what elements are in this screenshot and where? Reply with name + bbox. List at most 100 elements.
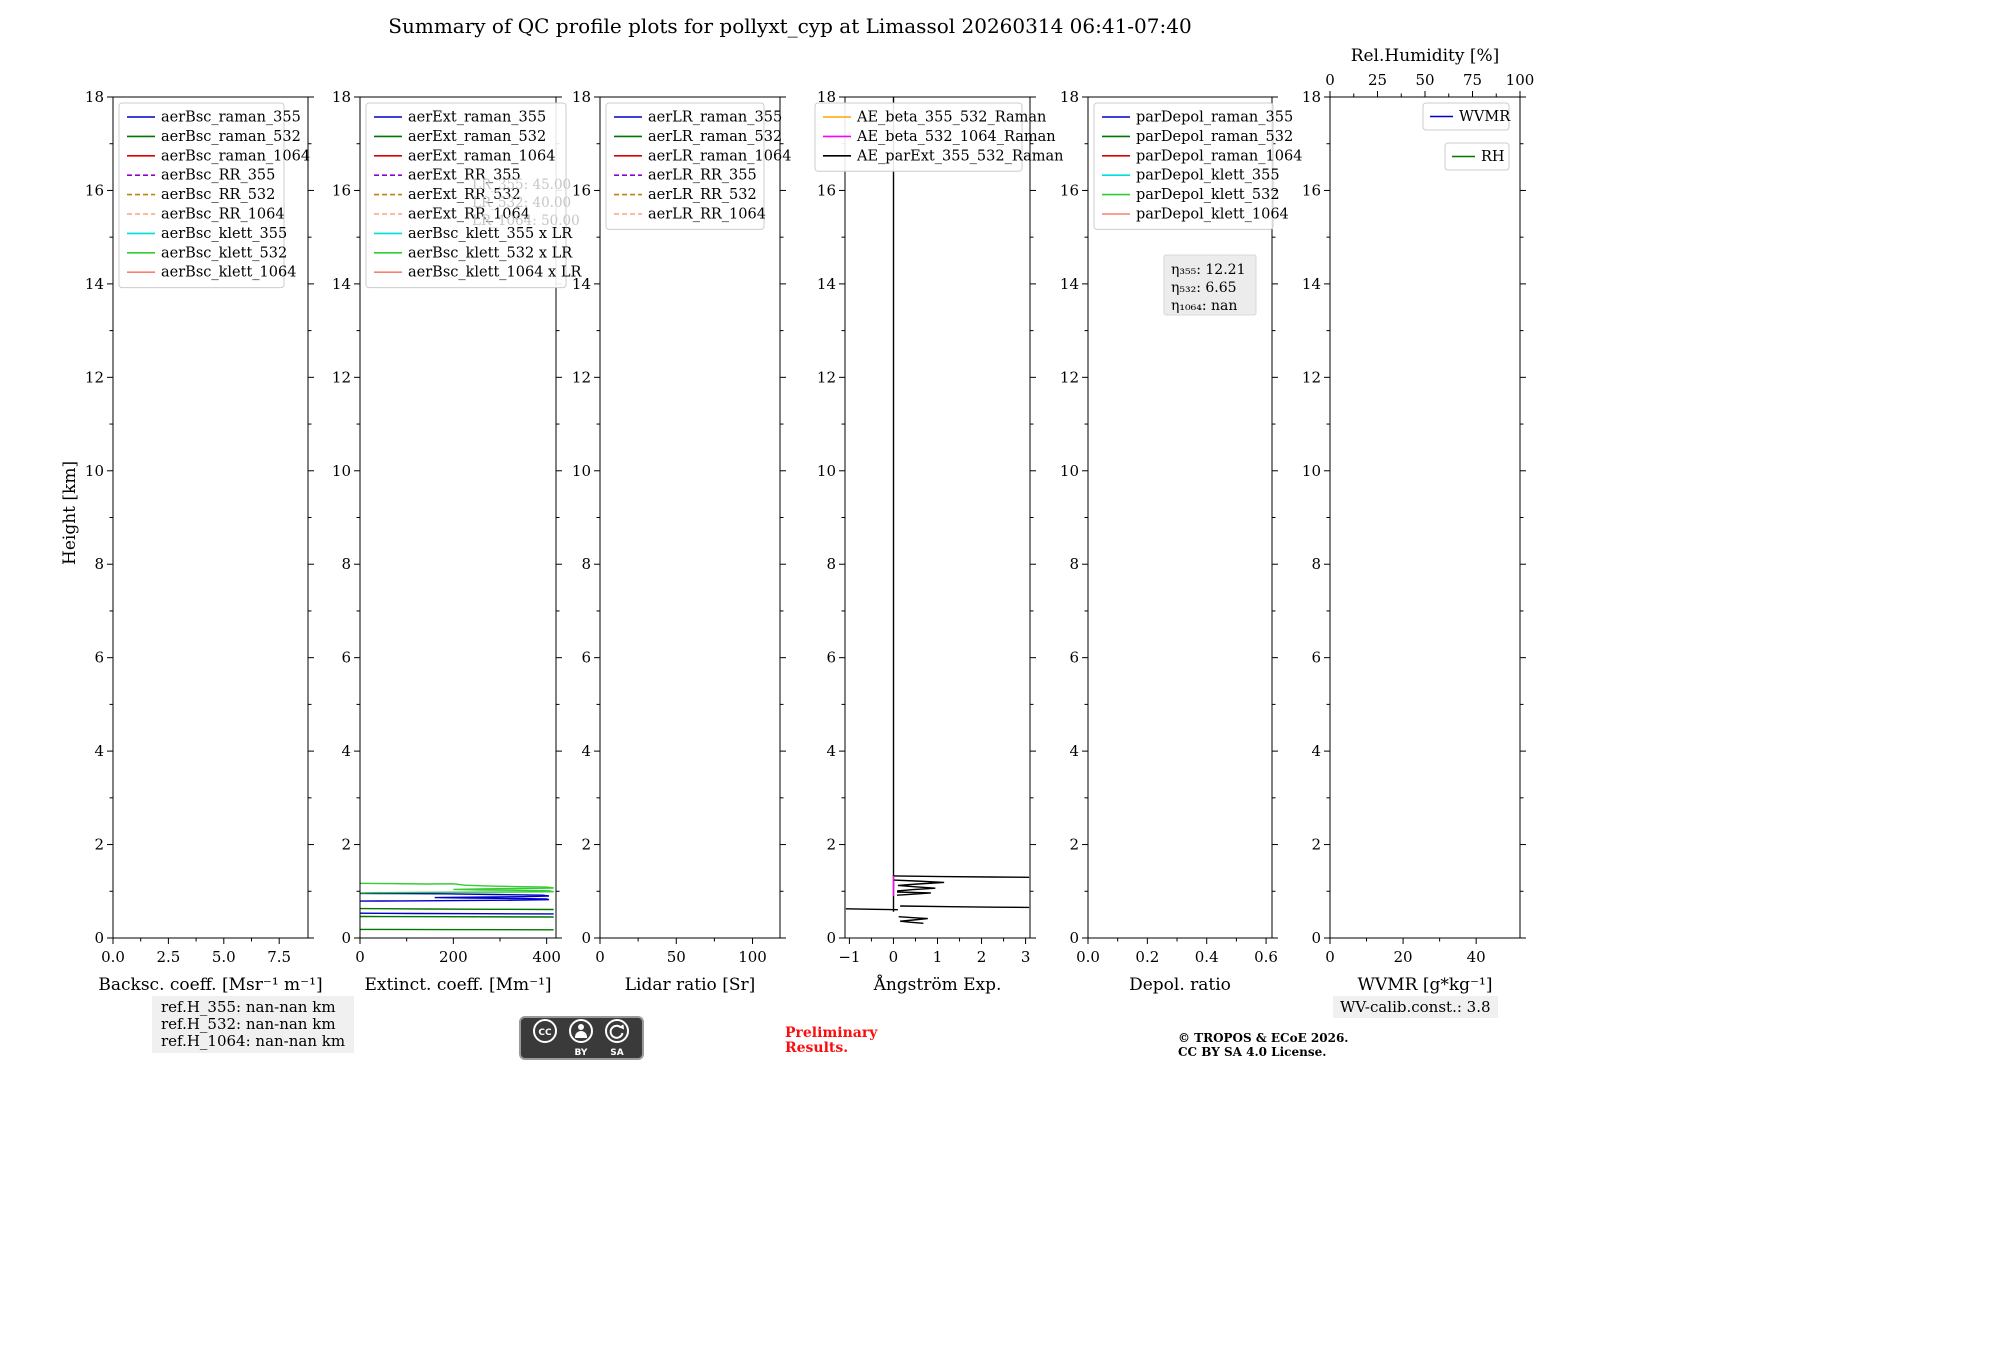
axis-ticks (107, 96, 314, 944)
y-tick-label: 16 (332, 181, 351, 199)
sa-circle-icon (605, 1019, 629, 1043)
legend-label: AE_beta_532_1064_Raman (856, 129, 1056, 145)
y-tick-label: 4 (1311, 742, 1321, 760)
y-tick-label: 4 (826, 742, 836, 760)
y-tick-label: 12 (817, 368, 836, 386)
y-tick-label: 16 (1060, 181, 1079, 199)
x-tick-label: −1 (838, 948, 860, 966)
x-tick-label: 100 (738, 948, 767, 966)
y-tick-label: 6 (341, 649, 351, 667)
y-tick-label: 0 (1311, 929, 1321, 947)
x-tick-label: 0 (595, 948, 605, 966)
y-tick-label: 8 (1311, 555, 1321, 573)
legend-label: aerBsc_RR_1064 (161, 207, 285, 223)
y-tick-label: 18 (332, 88, 351, 106)
series-aerExt_raman_532 (360, 907, 554, 911)
x-tick-label: 0.2 (1135, 948, 1159, 966)
y-tick-label: 18 (1302, 88, 1321, 106)
y-tick-label: 8 (341, 555, 351, 573)
inline-annotation: LR_1064: 50.00 (472, 213, 580, 229)
wv-calib-const-box: WV-calib.const.: 3.8 (1333, 996, 1498, 1018)
reference-height-box: ref.H_355: nan-nan km ref.H_532: nan-nan… (152, 996, 355, 1053)
legend-label: parDepol_klett_355 (1136, 168, 1280, 184)
series-group (845, 97, 1030, 924)
x-tick-label: 0.0 (101, 948, 125, 966)
cc-by-sa-badge: CC BY SA (519, 1016, 644, 1064)
axis-ticks (1082, 96, 1278, 944)
y-tick-label: 0 (94, 929, 104, 947)
legend-label: aerExt_RR_532 (408, 187, 521, 203)
eta-line: η₅₃₂: 6.65 (1171, 280, 1237, 296)
y-tick-label: 8 (1069, 555, 1079, 573)
y-tick-label: 18 (1060, 88, 1079, 106)
legend-label: aerBsc_RR_532 (161, 187, 275, 203)
y-tick-label: 14 (85, 275, 104, 293)
preliminary-results-note: Preliminary Results. (785, 1026, 877, 1056)
y-tick-label: 16 (1302, 181, 1321, 199)
y-tick-label: 14 (1060, 275, 1079, 293)
person-head-icon (578, 1024, 584, 1030)
y-tick-label: 14 (1302, 275, 1321, 293)
x-tick-label: 7.5 (267, 948, 291, 966)
y-tick-label: 6 (1069, 649, 1079, 667)
x-axis-label: Depol. ratio (1129, 975, 1231, 995)
person-body-icon (575, 1031, 587, 1038)
series-aerBsc_klett_532_x_LR (360, 882, 554, 894)
legend-label: parDepol_raman_532 (1136, 129, 1293, 145)
ref-h-532: ref.H_532: nan-nan km (161, 1015, 336, 1033)
preliminary-line-1: Preliminary (785, 1025, 878, 1041)
y-tick-label: 4 (581, 742, 591, 760)
y-tick-label: 2 (341, 836, 351, 854)
y-tick-label: 16 (817, 181, 836, 199)
legend-label: aerBsc_raman_532 (161, 129, 301, 145)
figure-title: Summary of QC profile plots for pollyxt_… (388, 14, 1192, 38)
x-tick-label: 0 (355, 948, 365, 966)
top-tick-label: 50 (1415, 71, 1434, 89)
legend-label: aerLR_RR_355 (648, 168, 757, 184)
axis-ticks (839, 96, 1036, 944)
y-tick-label: 10 (85, 462, 104, 480)
copyright-line-2: CC BY SA 4.0 License. (1178, 1045, 1327, 1059)
y-tick-label: 18 (572, 88, 591, 106)
eta-annotation: η₃₅₅: 12.21 η₅₃₂: 6.65 η₁₀₆₄: nan (1163, 254, 1257, 316)
y-tick-label: 18 (817, 88, 836, 106)
legend-label: AE_parExt_355_532_Raman (856, 148, 1063, 164)
axis-ticks (594, 96, 786, 944)
legend: parDepol_raman_355 parDepol_raman_532 parD… (1093, 102, 1302, 230)
legend-label: AE_beta_355_532_Raman (856, 110, 1046, 126)
top-tick-label: 75 (1463, 71, 1482, 89)
legend-label: aerBsc_raman_1064 (161, 148, 310, 164)
legend-label: aerLR_raman_532 (648, 129, 782, 145)
x-tick-label: 0.6 (1254, 948, 1278, 966)
x-axis-label: Extinct. coeff. [Mm⁻¹] (364, 975, 551, 995)
series-aerExt_raman_532 (360, 915, 554, 918)
y-tick-label: 10 (1060, 462, 1079, 480)
y-tick-label: 2 (826, 836, 836, 854)
series-AE_parExt_355_532_Raman (893, 875, 1030, 878)
legend-label: aerLR_raman_1064 (648, 148, 791, 164)
panel-1: 0 2 4 6 8 10 12 14 16 18 0.0 2.5 5.0 7.5 Backsc. coeff… (85, 88, 323, 995)
series-AE_parExt_355_532_Raman (893, 879, 945, 892)
legend-label: aerExt_raman_1064 (408, 148, 555, 164)
axes-frame (1329, 96, 1521, 939)
axis-ticks (1324, 91, 1526, 944)
legend-label: aerBsc_klett_1064 (161, 265, 296, 281)
sa-arrowhead-icon (618, 1024, 624, 1030)
series-AE_parExt_355_532_Raman (896, 891, 931, 896)
legend-label: aerExt_raman_532 (408, 129, 546, 145)
legend: aerExt_raman_355 aerExt_raman_532 aerExt_r… (365, 102, 582, 289)
legend-label: aerBsc_raman_355 (161, 110, 301, 126)
copyright-note: © TROPOS & ECoE 2026. CC BY SA 4.0 Licen… (1178, 1031, 1348, 1059)
y-tick-label: 12 (1302, 368, 1321, 386)
legend: aerLR_raman_355 aerLR_raman_532 aerLR_rama… (605, 102, 791, 230)
y-tick-label: 6 (826, 649, 836, 667)
top-tick-label: 0 (1325, 71, 1335, 89)
y-tick-label: 10 (817, 462, 836, 480)
y-tick-label: 4 (341, 742, 351, 760)
legend-label: parDepol_klett_532 (1136, 187, 1280, 203)
y-tick-label: 0 (341, 929, 351, 947)
legend: AE_beta_355_532_Raman AE_beta_532_1064_Ra… (814, 102, 1063, 172)
legend-label: parDepol_raman_355 (1136, 110, 1293, 126)
